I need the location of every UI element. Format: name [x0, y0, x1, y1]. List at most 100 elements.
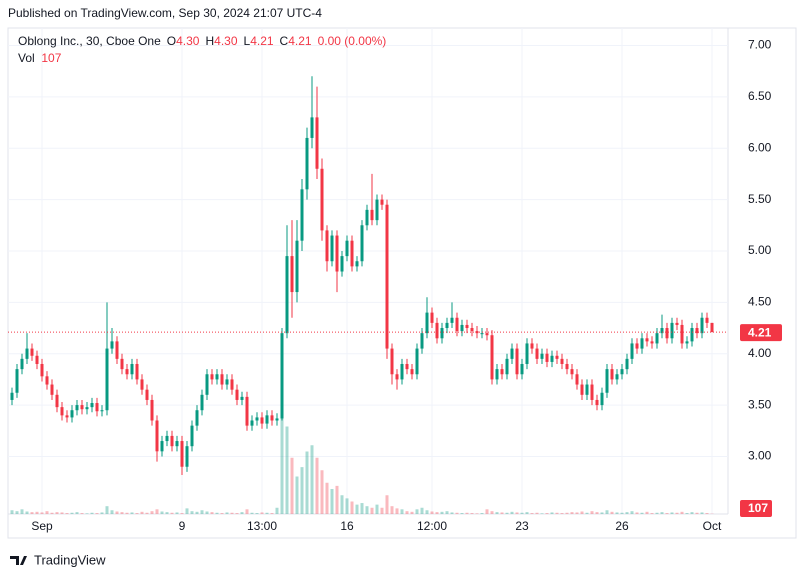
- candle-body: [165, 435, 169, 442]
- candle-body: [335, 235, 339, 272]
- candle-body: [350, 240, 354, 267]
- candle-body: [375, 199, 379, 221]
- y-tick-label: 5.00: [748, 243, 772, 257]
- volume-bar: [240, 512, 244, 514]
- volume-bar: [100, 512, 104, 514]
- volume-bar: [600, 512, 604, 514]
- volume-bar: [205, 511, 209, 514]
- volume-bar: [250, 512, 254, 514]
- ohlc-value: 4.21: [250, 34, 274, 48]
- candle-body: [415, 348, 419, 375]
- candle-body: [155, 420, 159, 452]
- volume-bar: [285, 426, 289, 514]
- candle-body: [500, 369, 504, 375]
- volume-bar: [440, 511, 444, 514]
- volume-bar: [530, 513, 534, 514]
- volume-bar: [555, 512, 559, 514]
- volume-bar: [455, 512, 459, 514]
- volume-bar: [215, 512, 219, 514]
- volume-bar: [220, 513, 224, 514]
- candle-body: [340, 256, 344, 272]
- y-tick-label: 5.50: [748, 192, 772, 206]
- volume-bar: [485, 509, 489, 514]
- candle-body: [480, 333, 484, 335]
- ohlc-key: H: [205, 34, 215, 48]
- volume-bar: [490, 511, 494, 514]
- volume-bar: [460, 513, 464, 514]
- volume-bar: [270, 513, 274, 514]
- volume-bar: [545, 513, 549, 514]
- ohlc-key: C: [279, 34, 289, 48]
- candle-body: [95, 403, 99, 412]
- volume-bar: [180, 513, 184, 514]
- volume-bar: [290, 457, 294, 514]
- volume-bar: [75, 512, 79, 514]
- volume-bar: [700, 512, 704, 514]
- candle-body: [50, 384, 54, 395]
- candle-body: [385, 204, 389, 349]
- volume-bar: [550, 512, 554, 514]
- x-tick-label: 13:00: [247, 519, 277, 533]
- ohlc-value: 4.21: [288, 34, 312, 48]
- candle-body: [495, 369, 499, 380]
- candle-body: [520, 363, 524, 375]
- candle-body: [125, 369, 129, 375]
- candle-body: [460, 324, 464, 332]
- volume-bar: [620, 512, 624, 514]
- ohlc-key: L: [243, 34, 251, 48]
- volume-bar: [330, 489, 334, 514]
- candle-body: [275, 418, 279, 421]
- candle-body: [70, 410, 74, 418]
- y-tick-label: 4.50: [748, 295, 772, 309]
- candle-body: [575, 374, 579, 385]
- volume-bar: [300, 467, 304, 514]
- volume-bar: [35, 511, 39, 514]
- candle-body: [25, 348, 29, 359]
- volume-bar: [395, 508, 399, 514]
- candle-body: [550, 355, 554, 362]
- candle-body: [330, 235, 334, 262]
- volume-bar: [135, 513, 139, 514]
- candle-body: [640, 338, 644, 349]
- candle-body: [525, 343, 529, 364]
- candle-body: [295, 240, 299, 293]
- volume-bar: [355, 504, 359, 514]
- volume-bar: [310, 445, 314, 514]
- volume-bar: [325, 482, 329, 514]
- candle-body: [345, 240, 349, 257]
- candle-body: [565, 363, 569, 370]
- candle-body: [130, 363, 134, 375]
- candle-body: [115, 341, 119, 359]
- candle-body: [540, 353, 544, 359]
- last-price-tag: [740, 324, 782, 342]
- volume-bar: [705, 513, 709, 514]
- candle-body: [470, 328, 474, 332]
- volume-bar: [315, 457, 319, 514]
- x-tick-label: 9: [179, 519, 186, 533]
- candle-body: [370, 209, 374, 221]
- volume-bar: [390, 506, 394, 514]
- candle-body: [545, 353, 549, 362]
- volume-bar: [200, 510, 204, 514]
- volume-bar: [25, 511, 29, 514]
- volume-bar: [260, 512, 264, 514]
- volume-bar: [590, 511, 594, 514]
- volume-bar: [695, 512, 699, 514]
- candle-body: [140, 379, 144, 390]
- candle-body: [425, 312, 429, 334]
- volume-bars: [10, 389, 714, 514]
- candle-body: [695, 328, 699, 334]
- volume-bar: [155, 509, 159, 514]
- x-tick-label: 26: [615, 519, 629, 533]
- candle-body: [400, 363, 404, 380]
- grid: [8, 28, 728, 514]
- volume-bar: [505, 512, 509, 514]
- volume-bar: [90, 512, 94, 514]
- candle-body: [685, 341, 689, 344]
- volume-bar: [645, 511, 649, 514]
- volume-bar: [30, 512, 34, 514]
- volume-bar: [640, 512, 644, 514]
- y-tick-label: 3.50: [748, 397, 772, 411]
